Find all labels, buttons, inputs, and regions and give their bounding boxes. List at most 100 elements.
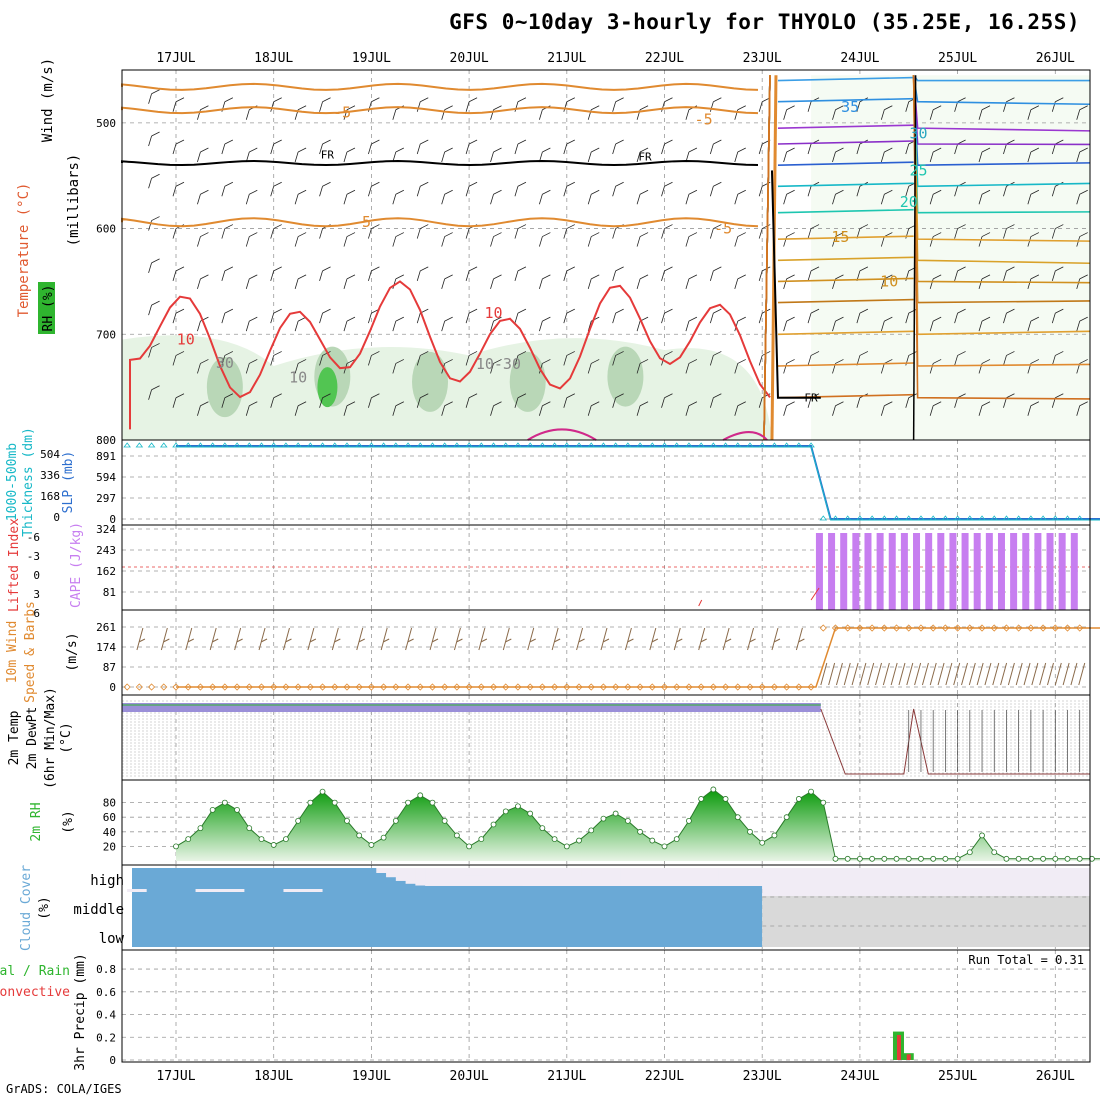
surface-wind-barb [795,627,805,651]
thickness-marker [795,442,803,448]
wind-speed-marker [233,683,241,691]
cape-bar [937,533,945,610]
wind-barb [978,189,991,205]
wind-barb [197,232,209,247]
rh-point [258,836,265,842]
surface-wind-barb [968,662,976,686]
wind-speed-marker [1015,624,1023,632]
rh-point [991,849,998,856]
surface-wind-barb [867,662,875,686]
cape-tick-label: 162 [96,565,116,578]
surface-wind-barb [258,627,268,651]
wind-barb [416,266,429,281]
wind-barb [929,316,942,332]
date-label-bottom: 20JUL [450,1069,489,1084]
wind-speed-marker [880,624,888,632]
rh-point [1027,855,1034,862]
wind-speed-marker [526,683,534,691]
wind-speed-marker [697,683,705,691]
lifted-index-line [698,587,820,607]
panel-frame [121,949,1091,1063]
thickness-marker [770,442,779,448]
wind-speed-marker [856,624,864,632]
surface-wind-barb [906,662,914,686]
wind-barb [245,401,258,416]
wind-barb [563,181,575,197]
date-label-top: 22JUL [645,51,684,66]
thickness-marker [501,442,510,448]
wind-speed-marker [673,683,681,691]
thickness-marker [123,442,131,448]
wind-barb [880,274,893,289]
rh-point [673,836,680,842]
wind-barb [490,147,502,163]
rh-legend-swatch [38,282,55,334]
precip-tick-label: 0.6 [96,986,116,999]
wind-barb [490,274,502,289]
wind-barb [441,274,453,289]
wind-barb [172,181,185,197]
rh-point [307,799,314,806]
rh-point [734,814,741,821]
wind-barb [441,401,453,416]
wind-speed-marker [575,683,583,691]
surface-wind-barb [234,627,243,651]
wind-barb [538,359,551,374]
wind-barb [319,351,331,366]
wind-speed-marker [978,624,986,632]
wind-barb [636,232,649,247]
thickness-marker [697,442,705,448]
wind-barb [465,308,478,324]
wind-barb [172,139,185,155]
wind-barb [758,351,771,366]
wind-barb [758,224,771,239]
surface-wind-barb [976,662,984,686]
wind-barb [954,266,966,281]
wind-speed-marker [160,683,168,691]
wind-barb [245,189,258,205]
wind-barb [416,139,429,155]
wind-barb [441,232,453,247]
cloud-high-gap [195,889,245,892]
cloud-level-label: high [90,873,124,889]
rh-point [808,788,814,795]
wind-speed-marker [892,624,901,632]
rh-point [295,817,302,824]
surface-wind-barb [1046,662,1054,686]
rh-axis-label: RH (%) [41,285,56,332]
cape-bar [1022,533,1030,610]
wind-barb [612,266,624,281]
thickness-tick-label: 336 [40,469,60,482]
wind-speed-marker [587,683,595,691]
precip-tick-label: 0.2 [96,1031,116,1044]
wind-barb [392,401,405,416]
wind-barb [148,173,160,189]
thickness-marker [636,442,644,448]
wind-speed-marker [441,683,449,691]
thickness-marker [611,442,620,448]
wind-barb [1051,224,1064,239]
thickness-marker [233,442,241,448]
wind-barb [368,266,380,281]
wind-speed-marker [502,683,510,691]
cape-bar [888,533,896,610]
thickness-marker [159,442,168,448]
contour-label: 10-30 [476,355,521,373]
thickness-axis-label-1: 1000-500mb [5,443,20,521]
wind-barb [148,258,160,273]
cape-bar [815,533,823,610]
surface-wind-barb [875,662,883,686]
cape-bar [876,533,884,610]
wind-barb [709,308,722,324]
pressure-tick-label: 600 [96,223,116,236]
rh-point [795,796,802,802]
wind-barb [490,401,502,416]
wind-speed-marker [990,624,998,632]
surface-wind-barb [1062,662,1070,686]
wind-speed-marker [551,683,559,691]
cloud-high-gap [757,868,944,878]
rh-point [600,815,607,822]
wind-barb [514,139,527,155]
thickness-marker [282,442,290,448]
slp-tick-label: 0 [109,513,116,526]
